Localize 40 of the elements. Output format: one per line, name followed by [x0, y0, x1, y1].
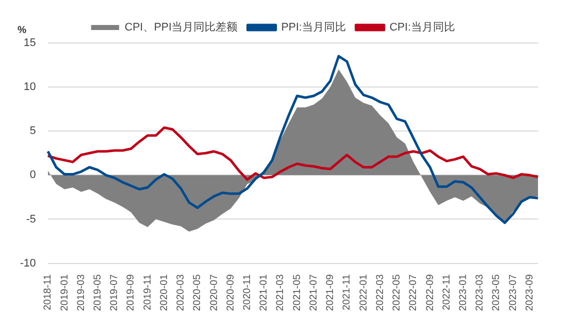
x-tick-label: 2023-03 — [474, 274, 486, 312]
x-tick-label: 2019-03 — [76, 274, 87, 312]
x-tick-label: 2020-03 — [176, 274, 187, 312]
x-tick-label: 2021-01 — [258, 274, 270, 312]
x-tick-label: 2023-05 — [491, 274, 502, 312]
x-tick-label: 2021-05 — [292, 274, 303, 312]
x-tick-label: 2021-09 — [325, 274, 336, 312]
x-tick-label: 2022-11 — [441, 274, 452, 310]
x-tick-label: 2020-05 — [192, 274, 204, 312]
y-tick-label: 10 — [24, 81, 36, 94]
x-tick-label: 2019-05 — [92, 274, 104, 312]
x-tick-label: 2021-11 — [342, 274, 353, 310]
x-tick-label: 2023-09 — [524, 274, 536, 312]
x-tick-label: 2022-01 — [358, 274, 370, 312]
x-tick-label: 2020-01 — [158, 274, 170, 312]
x-tick-label: 2023-07 — [508, 274, 519, 312]
x-tick-label: 2022-03 — [374, 274, 386, 312]
x-tick-label: 2021-07 — [308, 274, 320, 312]
x-tick-label: 2021-03 — [275, 274, 286, 312]
y-axis-title: % — [18, 24, 27, 36]
x-tick-label: 2022-07 — [408, 274, 420, 312]
y-tick-label: 5 — [30, 125, 36, 138]
x-tick-label: 2020-09 — [225, 274, 236, 312]
legend-label: CPI、PPI当月同比差额 — [124, 20, 238, 34]
x-tick-label: 2019-07 — [109, 274, 120, 312]
x-tick-label: 2020-11 — [242, 274, 254, 310]
legend-label: CPI:当月同比 — [389, 20, 455, 34]
x-tick-label: 2020-07 — [208, 274, 220, 312]
y-tick-label: 0 — [30, 169, 36, 182]
x-tick-label: 2019-09 — [126, 274, 137, 312]
x-tick-label: 2023-01 — [458, 274, 469, 312]
y-tick-label: -10 — [20, 257, 36, 270]
x-tick-label: 2022-05 — [392, 274, 403, 312]
x-tick-label: 2019-01 — [59, 274, 70, 312]
x-tick-label: 2019-11 — [142, 274, 154, 310]
y-tick-label: 15 — [24, 37, 36, 50]
x-tick-label: 2022-09 — [424, 274, 436, 312]
y-tick-label: -5 — [26, 213, 36, 226]
legend-label: PPI:当月同比 — [281, 20, 346, 34]
x-tick-label: 2018-11 — [42, 274, 54, 310]
